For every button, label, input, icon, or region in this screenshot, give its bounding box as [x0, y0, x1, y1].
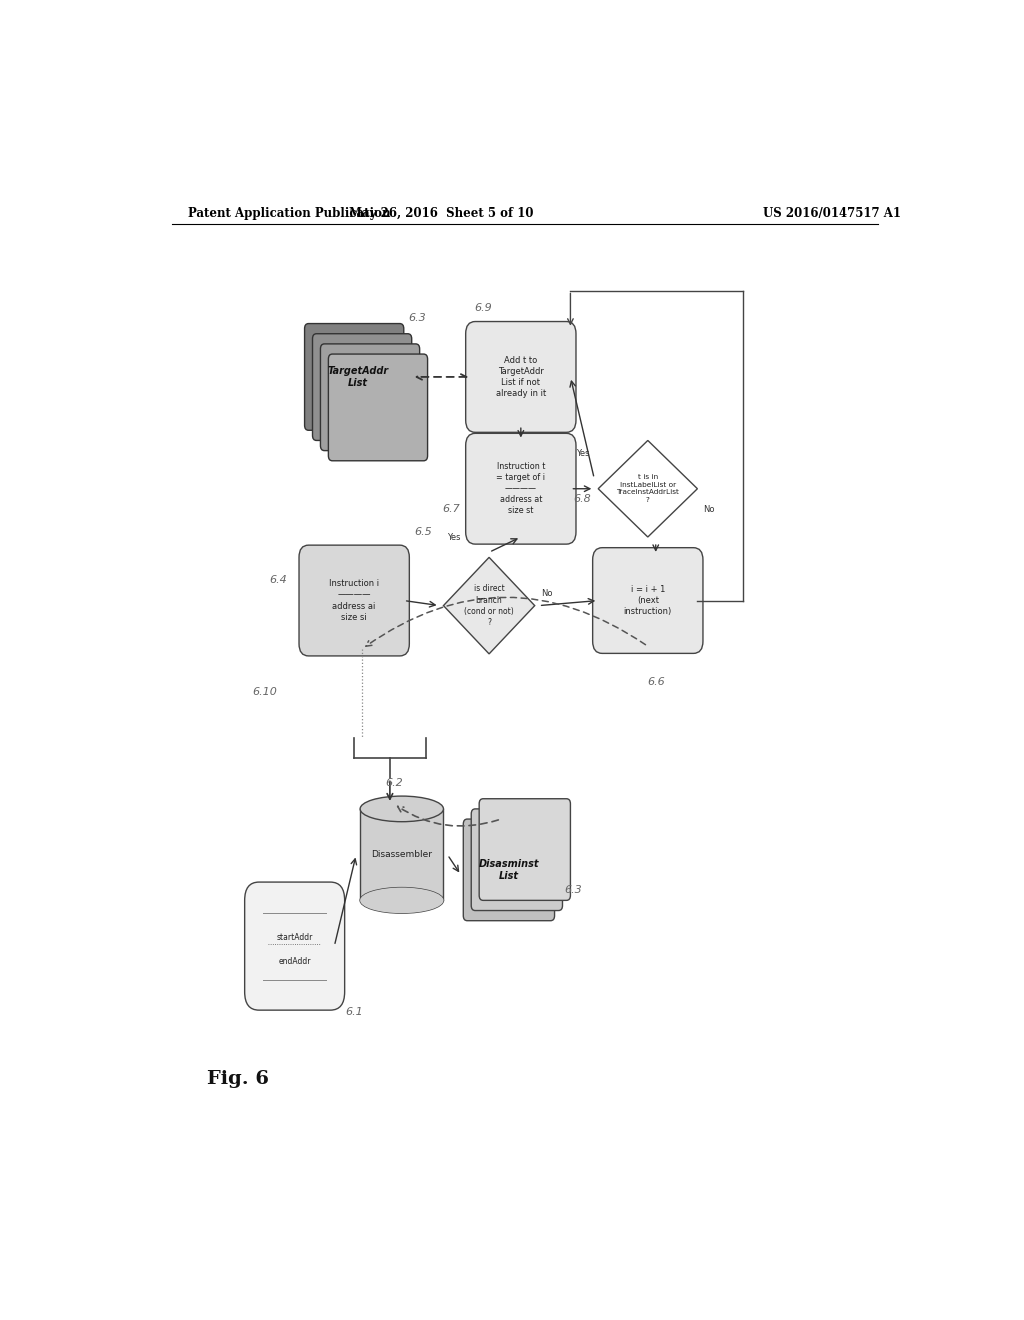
Polygon shape	[443, 557, 535, 653]
Text: 6.8: 6.8	[573, 494, 591, 504]
FancyBboxPatch shape	[329, 354, 428, 461]
Text: is direct
branch
(cond or not)
?: is direct branch (cond or not) ?	[464, 585, 514, 627]
Text: Instruction i
————
address ai
size si: Instruction i ———— address ai size si	[329, 579, 379, 622]
Text: Yes: Yes	[575, 449, 589, 458]
Text: i = i + 1
(next
instruction): i = i + 1 (next instruction)	[624, 585, 672, 616]
Text: Yes: Yes	[446, 532, 460, 541]
FancyBboxPatch shape	[593, 548, 702, 653]
Text: Add t to
TargetAddr
List if not
already in it: Add t to TargetAddr List if not already …	[496, 356, 546, 399]
FancyBboxPatch shape	[466, 322, 575, 433]
Text: Disassembler: Disassembler	[372, 850, 432, 859]
Text: 6.10: 6.10	[253, 686, 278, 697]
Ellipse shape	[360, 796, 443, 822]
Text: Fig. 6: Fig. 6	[207, 1071, 269, 1089]
FancyBboxPatch shape	[304, 323, 403, 430]
FancyBboxPatch shape	[479, 799, 570, 900]
Polygon shape	[598, 441, 697, 537]
FancyBboxPatch shape	[463, 818, 555, 921]
Text: US 2016/0147517 A1: US 2016/0147517 A1	[763, 207, 901, 220]
Text: 6.3: 6.3	[409, 313, 426, 323]
Text: No: No	[703, 504, 715, 513]
Text: t is in
InstLabelList or
TraceInstAddrList
?: t is in InstLabelList or TraceInstAddrLi…	[616, 474, 679, 503]
Text: 6.7: 6.7	[442, 504, 460, 513]
Text: 6.5: 6.5	[415, 527, 432, 537]
Text: 6.2: 6.2	[385, 779, 402, 788]
Ellipse shape	[360, 887, 443, 913]
Text: No: No	[541, 589, 552, 598]
Text: 6.6: 6.6	[647, 677, 665, 686]
Text: Instruction t
= target of i
————
address at
size st: Instruction t = target of i ———— address…	[497, 462, 546, 515]
Text: 6.1: 6.1	[345, 1007, 364, 1018]
Text: May 26, 2016  Sheet 5 of 10: May 26, 2016 Sheet 5 of 10	[349, 207, 534, 220]
Text: 6.3: 6.3	[564, 886, 582, 895]
Text: Disasminst
List: Disasminst List	[478, 859, 540, 880]
Text: 6.9: 6.9	[474, 304, 492, 313]
FancyBboxPatch shape	[466, 433, 575, 544]
FancyBboxPatch shape	[312, 334, 412, 441]
Ellipse shape	[360, 887, 443, 913]
Bar	[360, 809, 443, 900]
Text: TargetAddr
List: TargetAddr List	[328, 366, 389, 388]
FancyBboxPatch shape	[245, 882, 345, 1010]
FancyBboxPatch shape	[471, 809, 562, 911]
Text: Patent Application Publication: Patent Application Publication	[187, 207, 390, 220]
Text: endAddr: endAddr	[279, 957, 311, 966]
Text: startAddr: startAddr	[276, 933, 313, 942]
FancyBboxPatch shape	[321, 345, 420, 450]
Text: 6.4: 6.4	[269, 576, 288, 585]
FancyBboxPatch shape	[299, 545, 410, 656]
